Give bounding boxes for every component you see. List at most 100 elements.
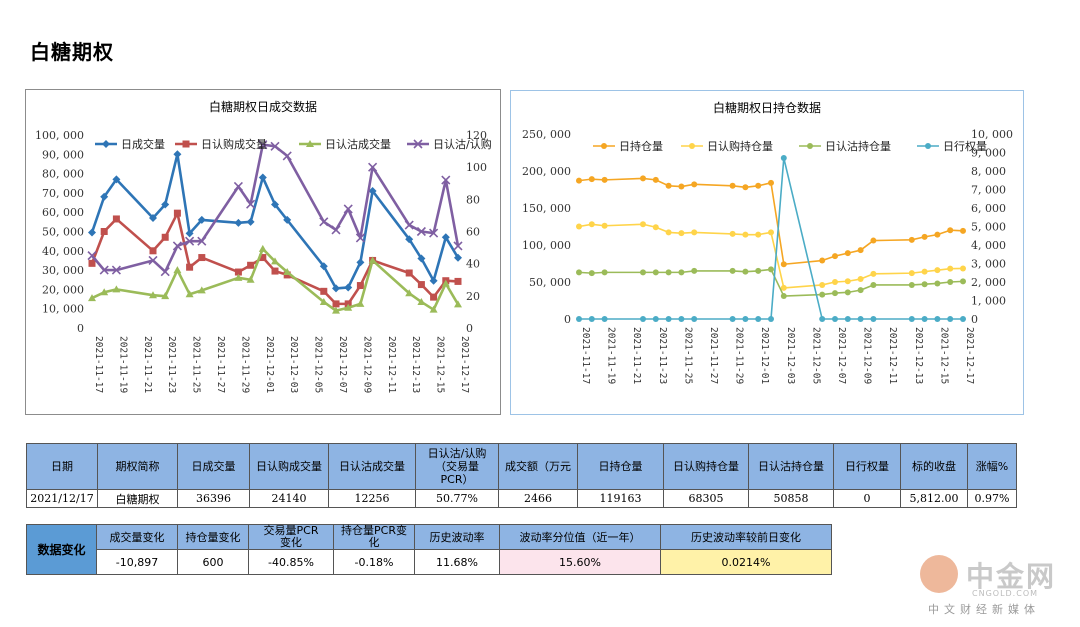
data-point: [689, 143, 695, 149]
data-point: [332, 284, 340, 293]
y-left-tick-label: 100, 000: [522, 239, 571, 252]
data-point: [319, 262, 328, 271]
daily-volume-chart-panel: 白糖期权日成交数据 0 10, 000 20, 000 30, 000 40, 000 5…: [25, 89, 501, 415]
data-point: [588, 176, 595, 183]
data-point: [413, 139, 423, 149]
legend-label: 日持仓量: [619, 139, 663, 153]
data-point: [780, 293, 787, 300]
data-point: [857, 316, 864, 322]
data-point: [755, 182, 762, 189]
x-tick-label: 2021-12-03: [288, 336, 299, 393]
data-point: [832, 290, 838, 297]
data-point: [88, 259, 96, 267]
y-right-tick-label: 40: [466, 258, 480, 271]
data-point: [258, 244, 267, 252]
y-right-tick-label: 3, 000: [971, 258, 1006, 271]
y-right-tick-label: 60: [466, 226, 480, 239]
x-tick-label: 2021-11-19: [606, 327, 617, 384]
col-change-pct: 涨幅%: [967, 443, 1017, 490]
data-point: [780, 284, 787, 291]
col-volume-pcr-change-line1: 交易量PCR: [263, 524, 319, 537]
data-point: [356, 282, 364, 290]
x-tick-label: 2021-12-17: [964, 327, 975, 384]
y-left-tick-label: 20, 000: [42, 283, 84, 296]
data-point: [454, 300, 462, 308]
x-tick-label: 2021-11-29: [734, 327, 745, 384]
legend-label: 日行权量: [943, 140, 987, 153]
data-point: [185, 290, 194, 298]
y-left-tick-label: 90, 000: [42, 148, 84, 161]
daily-volume-chart: 0 10, 000 20, 000 30, 000 40, 000 50, 000 60, …: [35, 129, 492, 393]
data-point: [691, 267, 698, 274]
cell-open-interest: 119163: [577, 489, 664, 508]
data-point: [149, 247, 157, 255]
data-point: [780, 155, 787, 162]
col-volume-pcr-line2: （交易量: [435, 460, 479, 473]
data-point: [100, 288, 109, 296]
data-point: [832, 316, 838, 322]
data-point: [678, 269, 685, 276]
data-point: [755, 231, 762, 238]
data-point: [960, 227, 966, 234]
data-point: [182, 140, 190, 148]
table-row: -10,897 600 -40.85% -0.18% 11.68% 15.60%…: [27, 549, 832, 575]
data-point: [100, 192, 109, 201]
data-point: [259, 254, 267, 262]
data-point: [780, 261, 787, 268]
legend-label: 日认沽成交量: [325, 137, 391, 151]
data-point: [691, 181, 698, 188]
col-historical-vol: 历史波动率: [414, 524, 500, 550]
data-point: [429, 276, 438, 285]
data-point: [832, 253, 838, 260]
y-right-tick-label: 5, 000: [971, 221, 1006, 234]
data-point: [742, 184, 749, 191]
cell-option-name: 白糖期权: [97, 489, 178, 508]
change-table: 数据变化 成交量变化 持仓量变化 交易量PCR 变化 持仓量PCR变 化 历史波…: [26, 524, 832, 575]
data-point: [343, 204, 353, 214]
data-point: [186, 263, 194, 271]
col-volume-pcr: 日认沽/认购 （交易量 PCR）: [415, 443, 499, 490]
data-point: [405, 289, 414, 297]
cngold-logo-icon: [920, 555, 958, 593]
data-point: [441, 175, 451, 185]
data-point: [160, 267, 170, 277]
col-vol-percentile: 波动率分位值（近一年）: [499, 524, 661, 550]
page-title: 白糖期权: [30, 40, 114, 64]
col-open-interest: 日持仓量: [577, 443, 664, 490]
data-point: [947, 279, 954, 285]
data-point: [331, 225, 341, 235]
y-right-tick-label: 120: [466, 129, 487, 142]
data-point: [844, 278, 851, 285]
data-point: [404, 220, 414, 230]
cell-vol-daily-change: 0.0214%: [660, 549, 832, 575]
data-point: [234, 268, 242, 276]
y-right-tick-label: 8, 000: [971, 165, 1006, 178]
data-point: [691, 316, 698, 322]
y-left-tick-label: 50, 000: [529, 276, 571, 289]
data-point: [819, 291, 826, 298]
watermark: 中金网 CNGOLD.COM 中文财经新媒体: [920, 555, 1070, 616]
col-volume-pcr-change: 交易量PCR 变化: [248, 524, 334, 550]
cell-call-volume: 24140: [249, 489, 329, 508]
data-point: [729, 230, 736, 237]
data-point: [306, 140, 314, 147]
data-point: [197, 286, 206, 294]
x-tick-label: 2021-12-05: [810, 327, 821, 384]
data-point: [588, 270, 595, 277]
data-point: [454, 253, 462, 262]
watermark-url: CNGOLD.COM: [972, 589, 1039, 598]
data-point: [282, 151, 292, 161]
x-tick-label: 2021-11-27: [708, 327, 719, 384]
cell-volume-change: -10,897: [96, 549, 178, 575]
data-point: [921, 268, 928, 275]
data-point: [319, 217, 329, 227]
x-tick-label: 2021-12-15: [938, 327, 949, 384]
cell-volume-pcr: 50.77%: [415, 489, 499, 508]
data-point: [430, 293, 438, 301]
data-point: [640, 175, 646, 182]
data-point: [112, 215, 120, 223]
col-volume: 日成交量: [177, 443, 250, 490]
data-point: [197, 215, 206, 224]
data-point: [173, 266, 182, 274]
col-date: 日期: [26, 443, 98, 490]
